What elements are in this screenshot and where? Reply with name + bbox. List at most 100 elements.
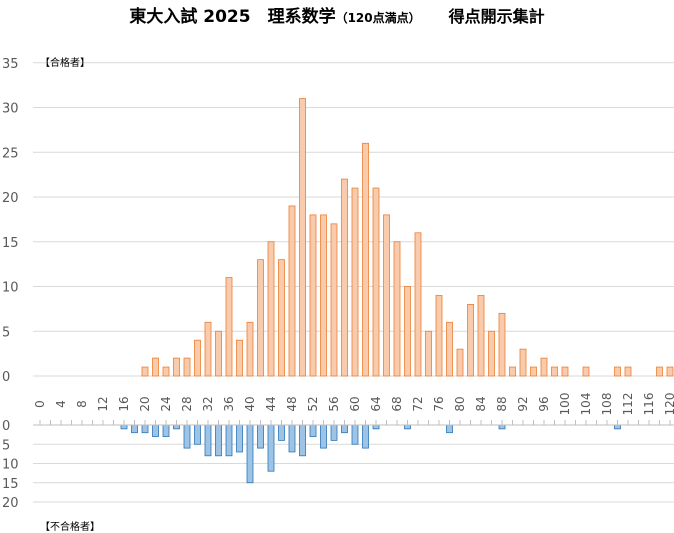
pass-bar (582, 366, 590, 377)
x-tick-label: 40 (243, 396, 257, 411)
y-tick-label-top: 35 (2, 57, 19, 72)
pass-bar (141, 366, 149, 377)
pass-bar (561, 366, 569, 377)
x-tick-label: 60 (348, 396, 362, 411)
x-tick-label: 100 (558, 393, 572, 416)
pass-bar (488, 330, 495, 377)
x-tick-label: 76 (432, 396, 446, 411)
pass-bar (194, 339, 201, 377)
y-tick-label-top: 25 (2, 146, 19, 161)
y-tick-label-top: 5 (2, 325, 10, 340)
pass-bars (141, 98, 674, 377)
fail-bar (309, 424, 317, 437)
x-tick-label: 84 (474, 396, 488, 411)
x-tick-label: 52 (306, 396, 320, 411)
pass-bar (152, 357, 159, 377)
fail-bar (614, 424, 621, 430)
fail-bar (278, 424, 285, 441)
fail-bar (152, 424, 159, 437)
pass-bar (666, 366, 674, 377)
fail-bar (131, 424, 138, 434)
x-tick-label: 120 (663, 393, 674, 416)
top-y-axis-labels: 0 5 10 15 20 25 30 35 (2, 57, 19, 385)
pass-bar (278, 259, 285, 377)
fail-label: 【不合格者】 (40, 522, 100, 533)
pass-bar (320, 214, 327, 377)
title-main: 東大入試 2025 理系数学 (129, 7, 336, 27)
x-tick-label: 48 (285, 396, 299, 411)
pass-bar (477, 295, 485, 377)
x-axis-labels: 0 4 8 12 16 20 24 28 32 36 40 44 48 52 56 60 64 68 72 76 80 8… (33, 393, 674, 416)
x-tick-label: 56 (327, 396, 341, 411)
pass-bar (456, 348, 464, 377)
pass-bar (414, 232, 422, 377)
pass-bar (309, 214, 317, 377)
x-tick-label: 4 (54, 400, 68, 408)
x-tick-label: 16 (117, 396, 131, 411)
pass-bar (351, 187, 359, 377)
fail-bar (236, 424, 243, 453)
title-small: （120点満点） (335, 11, 421, 25)
pass-bar (614, 366, 621, 377)
x-tick-label: 20 (138, 396, 152, 411)
y-tick-label-bottom: 10 (2, 458, 19, 473)
fail-bar (246, 424, 254, 484)
y-tick-label-bottom: 5 (2, 438, 10, 453)
fail-bar (257, 424, 264, 449)
x-tick-label: 12 (96, 396, 110, 411)
fail-bar (162, 424, 170, 437)
pass-bar (215, 330, 222, 377)
fail-bar (267, 424, 275, 472)
pass-bar (299, 98, 306, 377)
fail-bar (372, 424, 380, 430)
pass-bar (288, 205, 296, 377)
y-tick-label-top: 0 (2, 370, 10, 385)
x-tick-label: 24 (159, 396, 173, 411)
fail-bar (341, 424, 348, 434)
fail-bar (204, 424, 212, 457)
fail-bar (351, 424, 359, 445)
x-tick-label: 92 (516, 396, 530, 411)
fail-bar (215, 424, 222, 457)
fail-bar (299, 424, 306, 457)
bottom-y-axis-labels: 0 5 10 15 20 (2, 419, 19, 511)
pass-bar (509, 366, 516, 377)
title-right: 得点開示集計 (448, 7, 545, 26)
x-tick-label: 116 (642, 393, 656, 416)
fail-bar (498, 424, 506, 430)
pass-bar (341, 178, 348, 377)
pass-bar (204, 321, 212, 377)
x-axis-ticks (33, 420, 674, 426)
y-tick-label-top: 10 (2, 281, 19, 296)
pass-bar (225, 277, 233, 377)
x-tick-label: 88 (495, 396, 509, 411)
x-tick-label: 80 (453, 396, 467, 411)
x-tick-label: 96 (537, 396, 551, 411)
fail-bar (320, 424, 327, 449)
pass-bar (246, 321, 254, 377)
y-tick-label-top: 15 (2, 236, 19, 251)
pass-bar (362, 142, 369, 377)
x-tick-label: 104 (579, 393, 593, 416)
y-tick-label-bottom: 0 (2, 419, 10, 434)
x-tick-label: 0 (33, 400, 47, 408)
fail-bars (120, 424, 621, 484)
fail-bar (225, 424, 233, 457)
pass-bar (656, 366, 663, 377)
y-tick-label-bottom: 15 (2, 477, 19, 492)
pass-bar (257, 259, 264, 377)
fail-bar (404, 424, 411, 430)
fail-bar (141, 424, 149, 434)
pass-bar (383, 214, 390, 377)
fail-bar (183, 424, 191, 449)
pass-bar (530, 366, 537, 377)
pass-bar (173, 357, 180, 377)
pass-bar (467, 303, 474, 377)
pass-bar (267, 241, 275, 377)
x-tick-label: 64 (369, 396, 383, 411)
x-tick-label: 36 (222, 396, 236, 411)
chart-title: 東大入試 2025 理系数学（120点満点） 得点開示集計 (0, 2, 674, 27)
pass-bar (236, 339, 243, 377)
fail-bar (288, 424, 296, 453)
